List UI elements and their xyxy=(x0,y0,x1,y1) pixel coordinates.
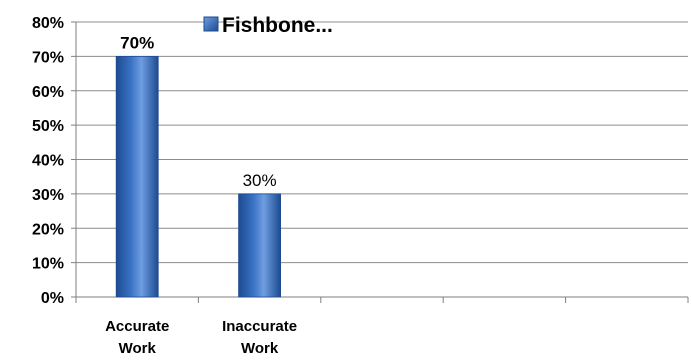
labels: 0% 10% 20% 30% 40% 50% 60% 70% 80% 70% Accurate Wor… xyxy=(32,15,297,357)
y-tick-label: 50% xyxy=(32,118,64,135)
y-tick-label: 10% xyxy=(32,256,64,273)
x-tick-label: Accurate xyxy=(105,318,169,335)
y-tick-label: 80% xyxy=(32,15,64,32)
x-tick-label: Inaccurate xyxy=(222,318,297,335)
x-tick-label: Work xyxy=(241,340,279,357)
y-tick-label: 40% xyxy=(32,153,64,170)
x-tick-label: Work xyxy=(119,340,157,357)
legend: Fishbone... xyxy=(204,14,333,37)
y-tick-label: 70% xyxy=(32,49,64,66)
data-label: 70% xyxy=(120,33,154,52)
y-tick-label: 0% xyxy=(41,290,64,307)
axes xyxy=(71,22,688,303)
gridlines xyxy=(76,22,688,263)
legend-label: Fishbone... xyxy=(222,14,333,37)
y-tick-label: 30% xyxy=(32,187,64,204)
y-tick-label: 20% xyxy=(32,221,64,238)
bar xyxy=(116,56,158,297)
legend-swatch xyxy=(204,17,218,31)
bar xyxy=(239,194,281,297)
data-label: 30% xyxy=(243,171,277,190)
y-tick-label: 60% xyxy=(32,84,64,101)
